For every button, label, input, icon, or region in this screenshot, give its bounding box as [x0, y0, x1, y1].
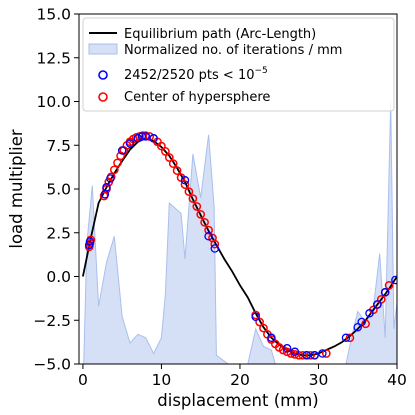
legend-box [82, 17, 395, 112]
center-point [109, 165, 119, 175]
equilibrium-line-layer [82, 137, 397, 357]
y-tick-label: 7.5 [46, 137, 71, 155]
legend-converged-exponent: −5 [255, 66, 268, 76]
converged-points-layer [84, 132, 397, 360]
converged-point [149, 134, 158, 143]
x-tick-label: 20 [230, 371, 250, 389]
converged-point [106, 174, 115, 183]
legend-entry-iterations: Normalized no. of iterations / mm [124, 43, 342, 58]
converged-point [318, 349, 327, 358]
x-tick-label: 40 [387, 371, 407, 389]
converged-point [365, 309, 374, 318]
y-tick-label: 2.5 [46, 224, 71, 242]
center-point [200, 217, 209, 227]
converged-point [117, 146, 127, 155]
x-tick-label: 0 [78, 371, 88, 389]
center-point [172, 166, 182, 175]
converged-point [180, 176, 190, 185]
converged-point [141, 132, 150, 141]
legend: Equilibrium path (Arc-Length) Normalized… [82, 17, 395, 112]
x-tick-label: 10 [152, 371, 172, 389]
center-point [345, 333, 355, 343]
x-axis-ticks: 0 10 20 30 40 [78, 364, 407, 389]
iterations-area [80, 101, 397, 364]
converged-point [373, 300, 382, 309]
converged-point [302, 351, 311, 360]
converged-point [204, 232, 213, 241]
center-point [210, 239, 220, 249]
center-point [204, 225, 213, 235]
converged-point [133, 134, 143, 143]
y-tick-label: 10.0 [36, 93, 71, 111]
legend-entry-converged: 2452/2520 pts < 10−5 [124, 66, 268, 83]
y-tick-label: 12.5 [36, 49, 71, 67]
converged-point [251, 312, 260, 322]
converged-point [85, 237, 95, 246]
converged-point [84, 240, 94, 250]
center-point [361, 319, 370, 329]
legend-converged-prefix: 2452/2520 pts < 10 [124, 68, 255, 83]
center-point [164, 153, 174, 162]
converged-point [353, 322, 362, 332]
center-point [196, 210, 206, 219]
center-point [192, 202, 202, 211]
equilibrium-path-line [82, 137, 397, 357]
converged-point [267, 333, 276, 343]
legend-entry-equilibrium: Equilibrium path (Arc-Length) [124, 27, 316, 42]
converged-point [282, 344, 292, 353]
converged-point [357, 317, 366, 327]
y-tick-label: −2.5 [33, 312, 71, 330]
y-axis-label: load multiplier [7, 129, 26, 248]
center-point [384, 280, 394, 290]
legend-entry-center: Center of hypersphere [124, 90, 270, 105]
center-point [259, 323, 268, 333]
center-point [161, 147, 170, 156]
converged-point [391, 275, 397, 285]
converged-point [341, 333, 351, 343]
center-point [306, 350, 315, 360]
y-tick-label: 15.0 [36, 6, 71, 24]
converged-point [102, 183, 111, 192]
converged-point [125, 139, 135, 148]
converged-point [290, 347, 300, 357]
center-point [188, 194, 198, 203]
center-point [321, 349, 331, 358]
y-axis-ticks: −5.0 −2.5 0.0 2.5 5.0 7.5 10.0 12.5 15.0 [33, 6, 79, 374]
y-tick-label: 0.0 [46, 268, 71, 286]
converged-point [380, 288, 390, 297]
converged-point [210, 244, 220, 253]
iterations-area-layer [80, 101, 397, 364]
converged-point [137, 132, 147, 141]
y-tick-label: −5.0 [33, 356, 71, 374]
center-points-layer [84, 131, 394, 360]
x-axis-label: displacement (mm) [157, 391, 318, 410]
center-point [113, 158, 122, 168]
center-point [180, 180, 190, 189]
plot-area [80, 101, 397, 364]
x-tick-label: 30 [309, 371, 329, 389]
y-tick-label: 5.0 [46, 181, 71, 199]
center-point [168, 159, 178, 168]
legend-red-marker [98, 92, 108, 102]
center-point [278, 345, 288, 355]
center-point [184, 187, 194, 196]
legend-area-swatch [88, 43, 118, 55]
converged-point [310, 351, 319, 360]
center-point [290, 350, 300, 359]
legend-blue-marker [98, 70, 108, 80]
